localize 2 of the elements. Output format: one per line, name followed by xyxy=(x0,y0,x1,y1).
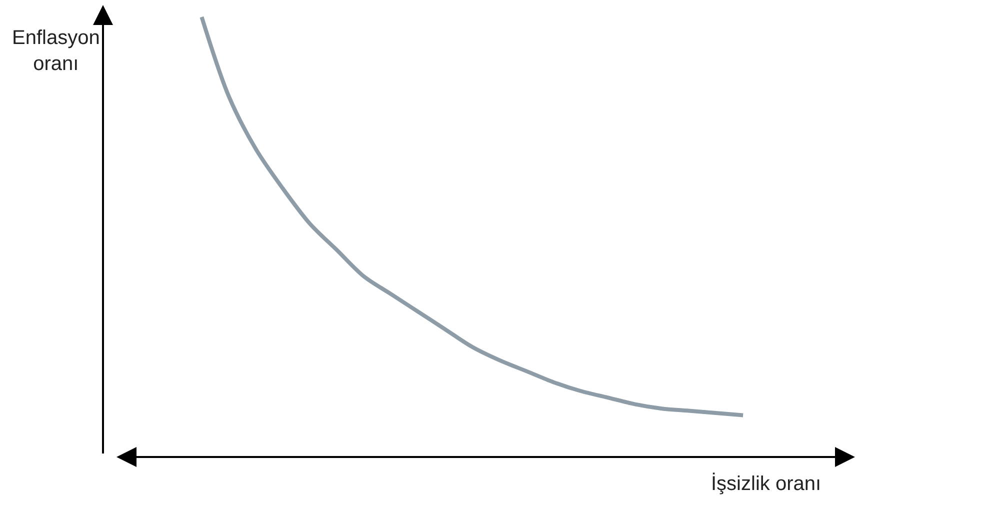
y-axis-title: Enflasyon oranı xyxy=(12,27,100,75)
x-axis-title: İşsizlik oranı xyxy=(711,472,822,495)
